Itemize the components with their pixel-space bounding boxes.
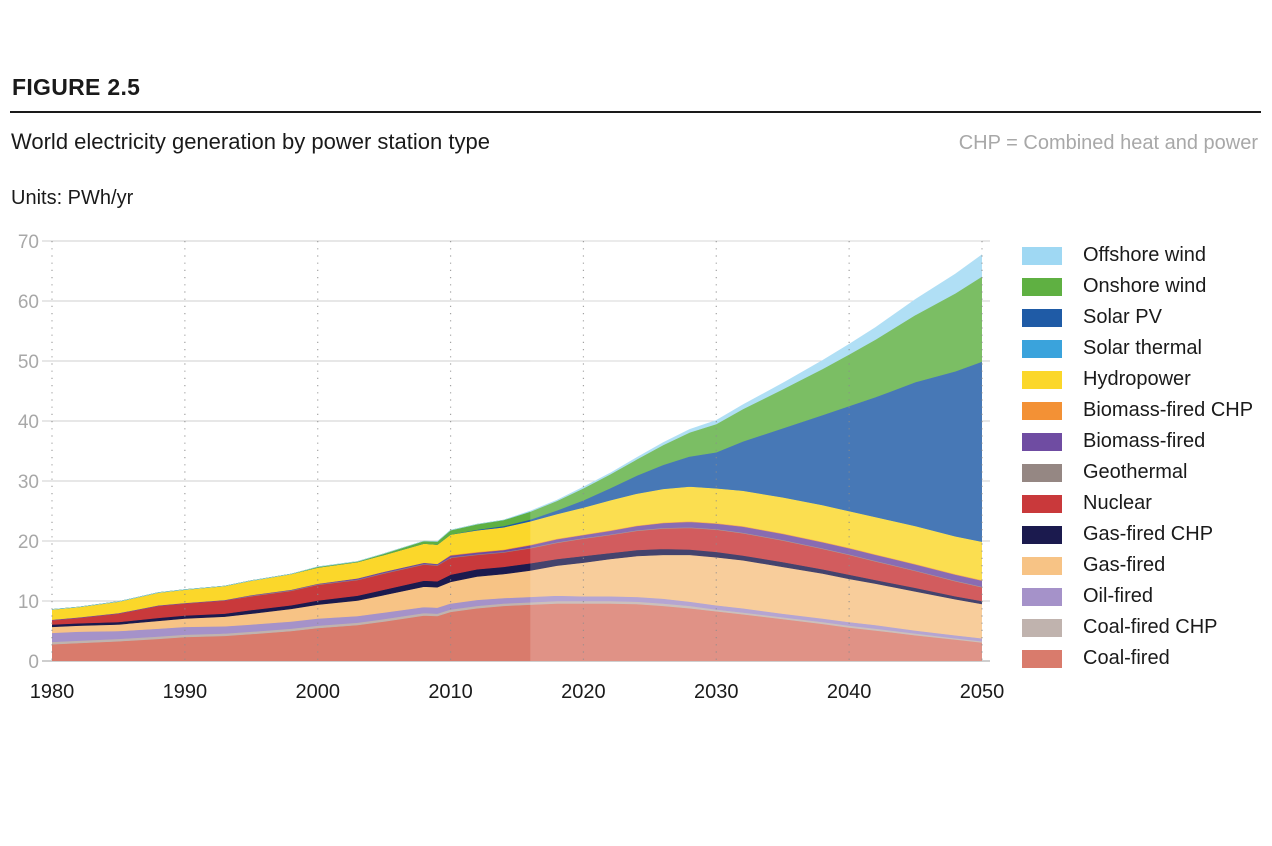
legend-item-gas-fired: Gas-fired [1022, 550, 1253, 581]
y-tick-20: 20 [18, 532, 39, 553]
legend-item-gas-fired-chp: Gas-fired CHP [1022, 519, 1253, 550]
legend-label: Gas-fired [1083, 554, 1166, 576]
legend-swatch [1022, 277, 1062, 296]
figure-label: FIGURE 2.5 [12, 74, 141, 100]
legend-swatch [1022, 401, 1062, 420]
units-label: Units: PWh/yr [11, 187, 134, 209]
y-tick-50: 50 [18, 352, 39, 373]
legend-swatch [1022, 494, 1062, 513]
legend-label: Biomass-fired [1083, 430, 1206, 452]
area-offshore-wind [52, 254, 982, 610]
legend-label: Solar PV [1083, 306, 1162, 328]
legend-swatch [1022, 339, 1062, 358]
x-tick-2050: 2050 [960, 681, 1005, 703]
legend-item-oil-fired: Oil-fired [1022, 581, 1253, 612]
legend-label: Biomass-fired CHP [1083, 399, 1254, 421]
legend-swatch [1022, 556, 1062, 575]
y-tick-30: 30 [18, 472, 39, 493]
y-axis-ticks: 0 10 20 30 40 50 60 70 [18, 232, 39, 673]
legend-item-nuclear: Nuclear [1022, 488, 1253, 519]
y-tick-40: 40 [18, 412, 39, 433]
y-tick-10: 10 [18, 592, 39, 613]
legend-swatch [1022, 525, 1062, 544]
vertical-gridlines [51, 241, 983, 661]
x-tick-1980: 1980 [30, 681, 75, 703]
legend-item-biomass-fired: Biomass-fired [1022, 426, 1253, 457]
header-rule [10, 111, 1261, 113]
x-tick-2000: 2000 [295, 681, 340, 703]
x-tick-2020: 2020 [561, 681, 606, 703]
chart-title: World electricity generation by power st… [11, 129, 490, 154]
legend-item-biomass-fired-chp: Biomass-fired CHP [1022, 395, 1253, 426]
area-series [52, 236, 982, 661]
x-tick-2040: 2040 [827, 681, 872, 703]
legend-swatch [1022, 649, 1062, 668]
legend-swatch [1022, 463, 1062, 482]
legend-label: Oil-fired [1083, 585, 1154, 607]
legend-label: Hydropower [1083, 368, 1191, 390]
legend-item-coal-fired-chp: Coal-fired CHP [1022, 612, 1253, 643]
legend-item-hydropower: Hydropower [1022, 364, 1253, 395]
x-tick-2030: 2030 [694, 681, 739, 703]
legend-item-coal-fired: Coal-fired [1022, 643, 1253, 674]
x-tick-1990: 1990 [163, 681, 208, 703]
legend-label: Nuclear [1083, 492, 1152, 514]
legend-label: Coal-fired [1083, 647, 1170, 669]
chp-note: CHP = Combined heat and power [958, 132, 1258, 154]
legend-swatch [1022, 587, 1062, 606]
legend-label: Gas-fired CHP [1083, 523, 1214, 545]
y-tick-60: 60 [18, 292, 39, 313]
legend: Offshore wind Onshore wind Solar PV Solar t… [1022, 240, 1253, 674]
legend-label: Coal-fired CHP [1083, 616, 1218, 638]
legend-swatch [1022, 370, 1062, 389]
legend-label: Solar thermal [1083, 337, 1202, 359]
legend-item-solar-pv: Solar PV [1022, 302, 1253, 333]
legend-item-offshore-wind: Offshore wind [1022, 240, 1253, 271]
legend-swatch [1022, 618, 1062, 637]
y-tick-0: 0 [28, 652, 39, 673]
legend-swatch [1022, 432, 1062, 451]
legend-label: Onshore wind [1083, 275, 1207, 297]
x-axis-ticks: 1980 1990 2000 2010 2020 2030 2040 2050 [30, 681, 1005, 703]
legend-label: Offshore wind [1083, 244, 1207, 266]
y-tick-70: 70 [18, 232, 39, 253]
legend-item-onshore-wind: Onshore wind [1022, 271, 1253, 302]
legend-item-geothermal: Geothermal [1022, 457, 1253, 488]
legend-swatch [1022, 246, 1062, 265]
legend-swatch [1022, 308, 1062, 327]
legend-label: Geothermal [1083, 461, 1188, 483]
forecast-overlay [530, 236, 982, 661]
legend-item-solar-thermal: Solar thermal [1022, 333, 1253, 364]
x-tick-2010: 2010 [428, 681, 473, 703]
